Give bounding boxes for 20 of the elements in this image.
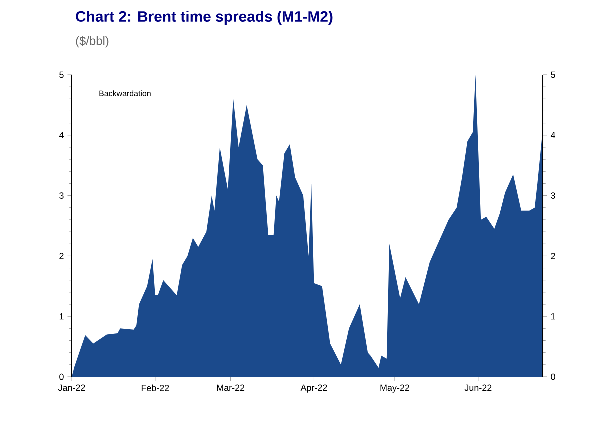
chart-subtitle: ($/bbl) (76, 36, 109, 48)
y-tick-label: 5 (60, 72, 64, 78)
y2-tick-label: 3 (551, 192, 556, 199)
chart-title: Chart 2: Brent time spreads (M1-M2) (76, 11, 333, 25)
x-tick-label: Mar-22 (217, 384, 245, 392)
x-tick-label: Apr-22 (300, 384, 328, 393)
y2-tick-label: 2 (551, 253, 556, 260)
y-tick-label: 4 (59, 132, 64, 138)
x-tick-label: May-22 (380, 384, 410, 393)
x-tick-label: Jun-22 (464, 384, 492, 392)
y-tick-label: 1 (60, 314, 64, 320)
y2-tick-label: 5 (551, 72, 556, 78)
y-tick-label: 2 (60, 253, 64, 260)
y2-tick-label: 1 (551, 314, 556, 320)
y2-tick-label: 4 (550, 132, 556, 138)
x-tick-label: Jan-22 (58, 384, 86, 392)
y-tick-label: 0 (60, 374, 64, 380)
y-tick-label: 3 (60, 192, 64, 199)
x-tick-label: Feb-22 (142, 384, 170, 392)
y2-tick-label: 0 (551, 374, 556, 380)
